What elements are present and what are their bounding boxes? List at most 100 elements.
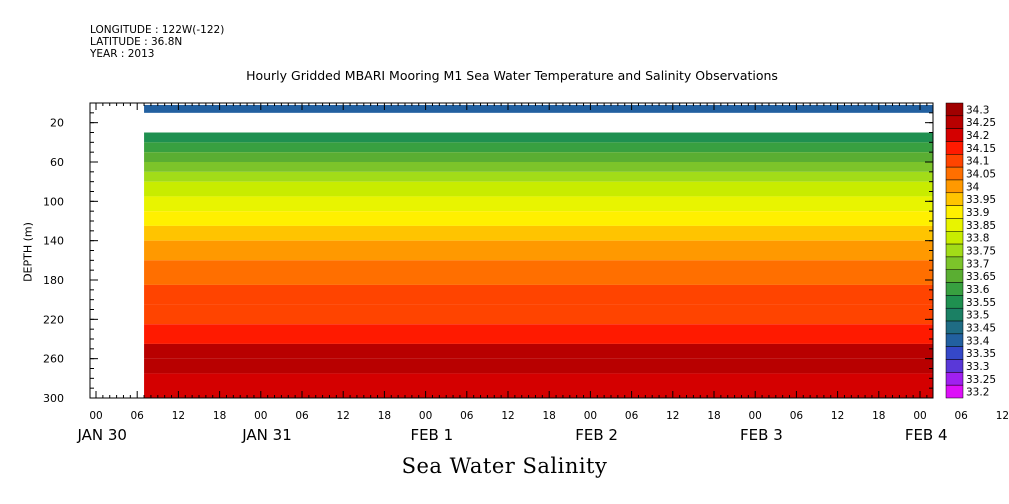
salinity-layer — [144, 324, 933, 344]
colorbar-swatch — [945, 115, 964, 129]
salinity-layer — [144, 343, 933, 359]
colorbar-swatch — [945, 346, 964, 360]
colorbar-swatch — [945, 192, 964, 206]
colorbar-swatch — [945, 205, 964, 219]
year-label: YEAR : 2013 — [90, 48, 155, 60]
y-tick-label: 220 — [43, 313, 64, 326]
x-tick-label: 06 — [790, 410, 804, 422]
colorbar-label: 34.25 — [966, 117, 996, 129]
colorbar-label: 33.5 — [966, 310, 989, 322]
x-tick-label: 12 — [666, 410, 679, 422]
latitude-label: LATITUDE : 36.8N — [90, 36, 183, 48]
colorbar-swatch — [945, 179, 964, 194]
salinity-layer — [144, 162, 933, 172]
colorbar-label: 33.6 — [966, 284, 990, 296]
y-tick-label: 100 — [43, 195, 64, 208]
x-tick-label: 12 — [337, 410, 350, 422]
colorbar-label: 33.8 — [966, 233, 989, 245]
y-tick-label: 180 — [43, 274, 64, 287]
colorbar-label: 34.1 — [966, 156, 989, 168]
salinity-layer — [144, 358, 933, 374]
day-label: JAN 30 — [76, 426, 127, 444]
x-tick-label: 18 — [213, 410, 226, 422]
x-tick-label: 06 — [625, 410, 639, 422]
x-tick-label: 18 — [872, 410, 885, 422]
colorbar-label: 34.05 — [966, 169, 996, 181]
x-tick-label: 12 — [172, 410, 185, 422]
x-tick-label: 12 — [501, 410, 514, 422]
x-tick-label: 00 — [913, 410, 926, 422]
x-tick-label: 12 — [996, 410, 1009, 422]
salinity-layer — [144, 152, 933, 162]
x-tick-label: 00 — [419, 410, 432, 422]
colorbar-label: 33.45 — [966, 322, 996, 334]
salinity-layer — [144, 240, 933, 261]
salinity-layer — [144, 304, 933, 325]
colorbar-label: 33.35 — [966, 348, 996, 360]
colorbar-swatch — [945, 320, 964, 335]
colorbar-swatch — [945, 295, 964, 309]
colorbar-label: 33.9 — [966, 207, 989, 219]
colorbar-swatch — [945, 359, 964, 373]
x-tick-label: 00 — [254, 410, 267, 422]
x-tick-label: 06 — [295, 410, 309, 422]
y-tick-label: 20 — [50, 117, 64, 130]
colorbar-swatch — [945, 384, 964, 399]
surface-salinity-band — [144, 104, 933, 113]
colorbar-label: 33.3 — [966, 361, 989, 373]
salinity-layer — [144, 181, 933, 197]
x-tick-label: 18 — [707, 410, 720, 422]
x-tick-label: 00 — [749, 410, 762, 422]
salinity-layer — [144, 373, 933, 398]
colorbar-label: 33.65 — [966, 271, 996, 283]
day-label: JAN 31 — [241, 426, 292, 444]
colorbar-swatch — [945, 128, 964, 142]
day-label: FEB 1 — [410, 426, 453, 444]
x-tick-label: 12 — [831, 410, 844, 422]
colorbar-label: 33.7 — [966, 258, 989, 270]
y-tick-label: 60 — [50, 156, 64, 169]
x-tick-label: 18 — [543, 410, 556, 422]
colorbar-label: 33.95 — [966, 194, 996, 206]
y-tick-label: 260 — [43, 353, 64, 366]
colorbar-swatch — [945, 154, 964, 168]
day-label: FEB 2 — [575, 426, 618, 444]
colorbar-label: 34 — [966, 181, 980, 193]
x-tick-label: 06 — [955, 410, 969, 422]
colorbar-swatch — [945, 141, 964, 155]
day-label: FEB 4 — [905, 426, 948, 444]
colorbar-swatch — [945, 243, 964, 258]
x-tick-label: 00 — [89, 410, 102, 422]
colorbar-swatch — [945, 231, 964, 245]
colorbar-label: 33.85 — [966, 220, 996, 232]
colorbar-swatch — [945, 333, 964, 347]
x-tick-label: 18 — [378, 410, 391, 422]
salinity-layer — [144, 142, 933, 153]
chart-title: Hourly Gridded MBARI Mooring M1 Sea Wate… — [246, 68, 778, 83]
colorbar-label: 34.3 — [966, 104, 989, 116]
colorbar-swatch — [945, 307, 964, 322]
salinity-layer — [144, 196, 933, 212]
salinity-layer — [144, 171, 933, 182]
variable-caption: Sea Water Salinity — [401, 454, 608, 478]
salinity-layer — [144, 284, 933, 305]
longitude-label: LONGITUDE : 122W(-122) — [90, 24, 225, 36]
y-tick-label: 140 — [43, 235, 64, 248]
colorbar-label: 33.4 — [966, 335, 990, 347]
colorbar-swatch — [945, 256, 964, 270]
salinity-layer — [144, 132, 933, 143]
colorbar-swatch — [945, 102, 964, 117]
colorbar-swatch — [945, 372, 964, 386]
colorbar-label: 33.75 — [966, 246, 996, 258]
x-tick-label: 00 — [584, 410, 597, 422]
colorbar-label: 33.25 — [966, 374, 996, 386]
colorbar-swatch — [945, 269, 964, 283]
salinity-layer — [144, 260, 933, 285]
salinity-layer — [144, 225, 933, 241]
y-tick-label: 300 — [43, 392, 64, 405]
colorbar-swatch — [945, 166, 964, 181]
colorbar-label: 34.15 — [966, 143, 996, 155]
x-tick-label: 06 — [460, 410, 474, 422]
colorbar-label: 33.55 — [966, 297, 996, 309]
x-tick-label: 06 — [131, 410, 145, 422]
